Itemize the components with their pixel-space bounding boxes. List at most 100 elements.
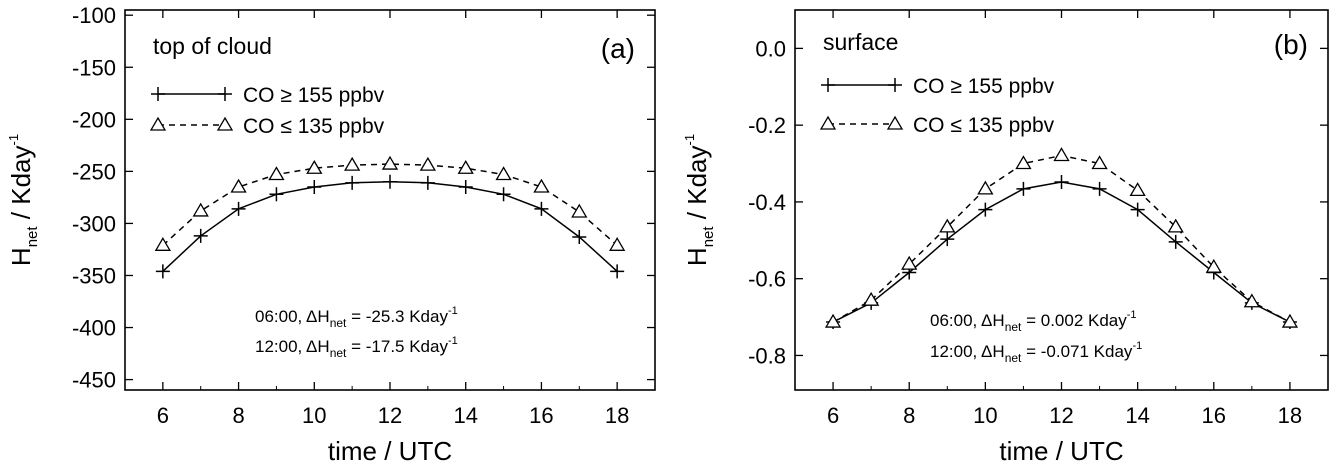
- legend-operator: ≤: [950, 114, 962, 137]
- legend-prefix: CO: [913, 114, 950, 137]
- legend-prefix: CO: [243, 115, 280, 138]
- x-tick-label: 18: [605, 403, 629, 428]
- y-label-main: H: [682, 247, 712, 266]
- panel-title: top of cloud: [153, 33, 272, 59]
- annotation-value: = -17.5 Kday: [346, 337, 448, 356]
- legend-marker: [888, 78, 902, 92]
- legend-suffix: 155 ppbv: [962, 75, 1055, 98]
- data-point-triangle: [495, 166, 512, 181]
- data-point-triangle: [1129, 182, 1146, 197]
- data-point-triangle: [1015, 155, 1032, 170]
- legend-marker: [216, 116, 234, 131]
- y-tick-label: -400: [72, 316, 116, 341]
- y-label-main: H: [6, 247, 36, 266]
- annotation-superscript: -1: [1127, 309, 1137, 321]
- y-label-unit: / Kday: [6, 145, 36, 226]
- x-axis-label: time / UTC: [999, 436, 1123, 466]
- annotation-prefix: 12:00, ΔH: [930, 342, 1005, 361]
- data-point-plus: [572, 229, 587, 244]
- legend-marker: [149, 116, 167, 131]
- series-co-high: [826, 174, 1297, 330]
- data-point-triangle: [192, 202, 209, 217]
- plot-frame: [794, 9, 1329, 391]
- annotation-value: = -25.3 Kday: [346, 307, 448, 326]
- x-tick-label: 16: [529, 403, 553, 428]
- data-point-triangle: [306, 159, 323, 174]
- y-label-superscript: -1: [6, 134, 21, 146]
- legend-entry: CO ≤ 135 ppbv: [243, 115, 385, 138]
- data-point-triangle: [533, 178, 550, 193]
- data-point-plus: [940, 232, 955, 247]
- series-co-low: [154, 155, 626, 251]
- data-point-triangle: [1243, 293, 1260, 308]
- data-point-plus: [978, 202, 993, 217]
- y-tick-label: -350: [72, 263, 116, 288]
- data-point-triangle: [901, 255, 918, 270]
- legend-operator: ≥: [280, 84, 292, 107]
- data-point-triangle: [268, 166, 285, 181]
- legend-suffix: 135 ppbv: [962, 114, 1055, 137]
- data-point-plus: [610, 264, 625, 279]
- y-label-subscript: net: [700, 226, 717, 248]
- series-co-high: [155, 174, 625, 279]
- annotation-superscript: -1: [1132, 340, 1142, 352]
- data-point-plus: [155, 264, 170, 279]
- panel-b: 6 8 10 12 14 16 18 0.0 -0.2 -0.4 -0.6 -0.8 time / UT…: [682, 9, 1329, 466]
- x-tick-label: 8: [232, 403, 244, 428]
- annotation-prefix: 12:00, ΔH: [255, 337, 330, 356]
- x-tick-label: 12: [1049, 403, 1073, 428]
- y-tick-label: -200: [72, 107, 116, 132]
- annotation-superscript: -1: [448, 335, 458, 347]
- annotation-subscript: net: [1005, 320, 1022, 334]
- x-tick-label: 8: [903, 403, 915, 428]
- data-point-plus: [1092, 181, 1107, 196]
- x-tick-label: 6: [157, 403, 169, 428]
- annotation-delta: 06:00, ΔHnet = 0.002 Kday-1: [930, 309, 1137, 334]
- series-co-low: [824, 147, 1299, 328]
- data-point-triangle: [230, 178, 247, 193]
- x-tick-label: 14: [453, 403, 477, 428]
- y-tick-label: -0.4: [748, 190, 786, 215]
- data-point-plus: [231, 201, 246, 216]
- legend-entry: CO ≥ 155 ppbv: [913, 75, 1055, 98]
- data-point-triangle: [419, 156, 436, 171]
- x-tick-label: 6: [827, 403, 839, 428]
- data-point-triangle: [939, 218, 956, 233]
- plot-frame: [124, 9, 656, 391]
- y-tick-label: -450: [72, 368, 116, 393]
- annotation-delta: 12:00, ΔHnet = -17.5 Kday-1: [255, 335, 458, 360]
- data-point-plus: [534, 201, 549, 216]
- data-point-triangle: [571, 203, 588, 218]
- x-tick-label: 10: [302, 403, 326, 428]
- y-axis-label: Hnet / Kday-1: [682, 134, 717, 266]
- data-point-plus: [496, 187, 511, 202]
- data-point-triangle: [1205, 258, 1222, 273]
- annotation-value: = 0.002 Kday: [1021, 311, 1127, 330]
- panel-label: (b): [1274, 29, 1308, 60]
- y-tick-label: -300: [72, 211, 116, 236]
- data-point-triangle: [977, 180, 994, 195]
- panel-a: 6 8 10 12 14 16 18 -100 -150 -200 -250 -300 -350 -400…: [6, 3, 656, 466]
- y-tick-label: -250: [72, 159, 116, 184]
- y-tick-label: -0.6: [748, 267, 786, 292]
- data-point-triangle: [609, 236, 626, 251]
- y-tick-label: -0.8: [748, 343, 786, 368]
- data-point-plus: [1016, 181, 1031, 196]
- legend-marker: [819, 115, 837, 130]
- data-point-triangle: [1091, 155, 1108, 170]
- legend-operator: ≥: [950, 75, 962, 98]
- data-point-triangle: [1281, 313, 1299, 328]
- legend-suffix: 135 ppbv: [292, 115, 385, 138]
- legend-entry: CO ≤ 135 ppbv: [913, 114, 1055, 137]
- legend-marker: [218, 87, 232, 101]
- legend-prefix: CO: [913, 75, 950, 98]
- data-point-triangle: [457, 159, 474, 174]
- data-point-plus: [383, 174, 397, 189]
- annotation-prefix: 06:00, ΔH: [255, 307, 330, 326]
- data-point-triangle: [863, 291, 880, 306]
- legend-marker: [151, 87, 165, 101]
- x-tick-label: 18: [1278, 403, 1302, 428]
- data-point-triangle: [1167, 218, 1184, 233]
- y-axis-label: Hnet / Kday-1: [6, 134, 41, 266]
